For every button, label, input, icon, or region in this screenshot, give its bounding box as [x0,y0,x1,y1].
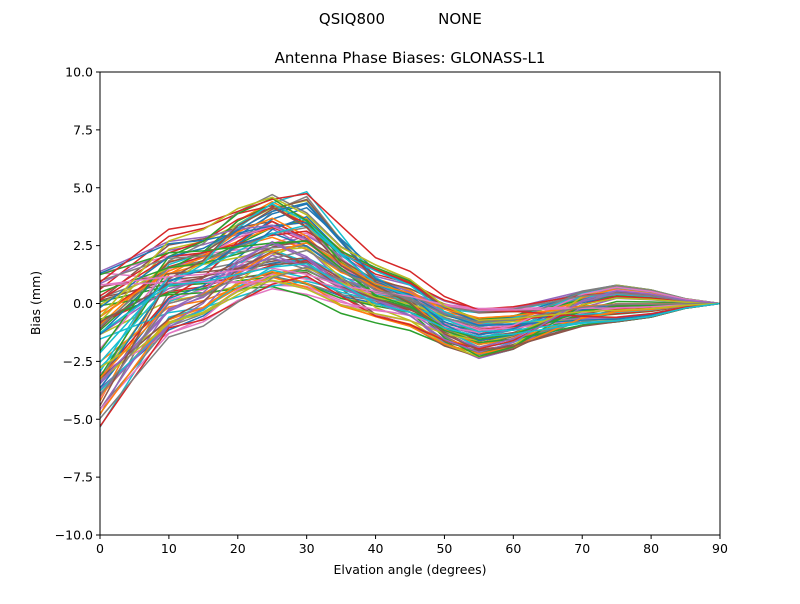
x-tick-label: 50 [436,541,452,556]
chart-title: Antenna Phase Biases: GLONASS-L1 [275,49,546,67]
x-tick-label: 80 [643,541,659,556]
y-tick-label: 5.0 [73,180,93,195]
suptitle-left: QSIQ800 [319,10,385,28]
x-tick-label: 10 [161,541,177,556]
series-line [99,249,721,397]
series-lines [99,190,721,428]
series-line [99,275,721,427]
plot-frame [99,71,721,536]
y-tick-label: −2.5 [63,354,93,369]
x-tick-label: 70 [574,541,590,556]
axis-ticks: 0 10 20 30 40 50 60 70 80 90 −10.0 −7.5 −5.0 −2.5 0.0 2… [55,65,728,557]
x-tick-label: 40 [368,541,384,556]
x-tick-label: 0 [96,541,104,556]
series-line [99,245,721,328]
y-tick-label: −7.5 [63,470,93,485]
y-tick-label: 0.0 [73,296,93,311]
series-line [99,196,721,322]
series-line [99,240,721,341]
series-line [99,270,721,415]
x-tick-label: 90 [712,541,728,556]
suptitle-right: NONE [438,10,482,28]
y-tick-label: −5.0 [63,412,93,427]
y-axis-label: Bias (mm) [28,271,43,335]
x-axis-label: Elvation angle (degrees) [333,562,486,577]
series-line [99,267,721,311]
series-line [99,215,721,389]
y-tick-label: 10.0 [65,65,93,80]
series-line [99,263,721,338]
x-tick-label: 20 [230,541,246,556]
y-tick-label: −10.0 [55,528,93,543]
x-tick-label: 60 [505,541,521,556]
series-line [99,192,721,319]
series-line [99,206,721,407]
y-tick-label: 2.5 [73,238,93,253]
x-tick-label: 30 [299,541,315,556]
series-line [99,279,721,382]
y-tick-label: 7.5 [73,122,93,137]
series-line [99,203,721,363]
series-line [99,242,721,383]
